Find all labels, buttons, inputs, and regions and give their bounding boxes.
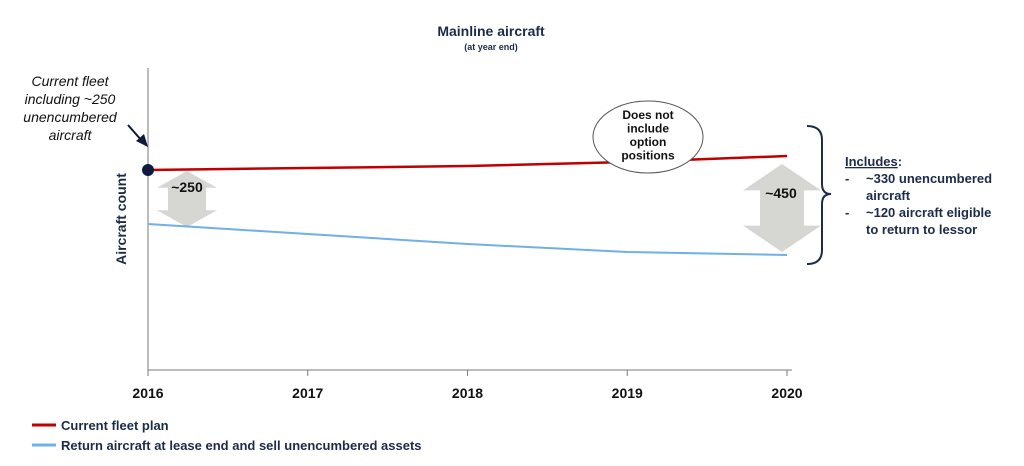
gap-arrow-2016: ~250: [157, 171, 217, 227]
chart-subtitle: (at year end): [464, 42, 518, 52]
includes-item-line: aircraft: [866, 188, 911, 203]
includes-block: Includes: - ~330 unencumbered aircraft - ~120…: [845, 154, 992, 237]
x-tick-label-2017: 2017: [292, 385, 323, 401]
includes-brace: [806, 125, 832, 265]
start-note-line: including ~250: [25, 91, 116, 107]
includes-item-line: ~330 unencumbered: [866, 171, 992, 186]
start-note-pointer-head: [136, 134, 148, 147]
series-line-1: [147, 223, 788, 256]
y-axis-label: Aircraft count: [113, 173, 129, 265]
start-note: Current fleet including ~250 unencumbered a…: [23, 73, 118, 143]
bubble-line: positions: [621, 149, 675, 163]
bubble-line: include: [627, 122, 669, 136]
series-lines: [147, 154, 788, 256]
start-note-line: unencumbered: [23, 109, 118, 125]
includes-bullet: -: [845, 171, 849, 186]
x-tick-label-2016: 2016: [132, 385, 163, 401]
includes-item-line: to return to lessor: [866, 222, 977, 237]
gap-arrow-2016-shape: [157, 171, 217, 227]
chart-title: Mainline aircraft: [437, 23, 545, 39]
includes-bullet: -: [845, 205, 849, 220]
x-tick-labels: 2016 2017 2018 2019 2020: [132, 385, 802, 401]
x-ticks: [147, 370, 788, 376]
bubble-line: option: [630, 135, 667, 149]
start-marker: [142, 164, 154, 176]
bubble: [592, 100, 704, 174]
gap-arrow-2020: ~450: [743, 164, 821, 252]
gap-arrow-2020-shape: [743, 164, 821, 252]
bubble-line: Does not: [622, 108, 673, 122]
includes-item-line: ~120 aircraft eligible: [866, 205, 991, 220]
legend-label-0: Current fleet plan: [61, 418, 169, 433]
start-note-line: aircraft: [49, 127, 93, 143]
x-tick-label-2018: 2018: [452, 385, 483, 401]
legend-label-1: Return aircraft at lease end and sell un…: [61, 438, 422, 453]
x-tick-label-2020: 2020: [771, 385, 802, 401]
x-tick-label-2019: 2019: [612, 385, 643, 401]
includes-heading: Includes:: [845, 154, 902, 169]
gap-label-2020: ~450: [765, 185, 797, 201]
gap-label-2016: ~250: [171, 179, 203, 195]
legend: Current fleet plan Return aircraft at lea…: [32, 418, 422, 453]
start-note-line: Current fleet: [31, 73, 109, 89]
